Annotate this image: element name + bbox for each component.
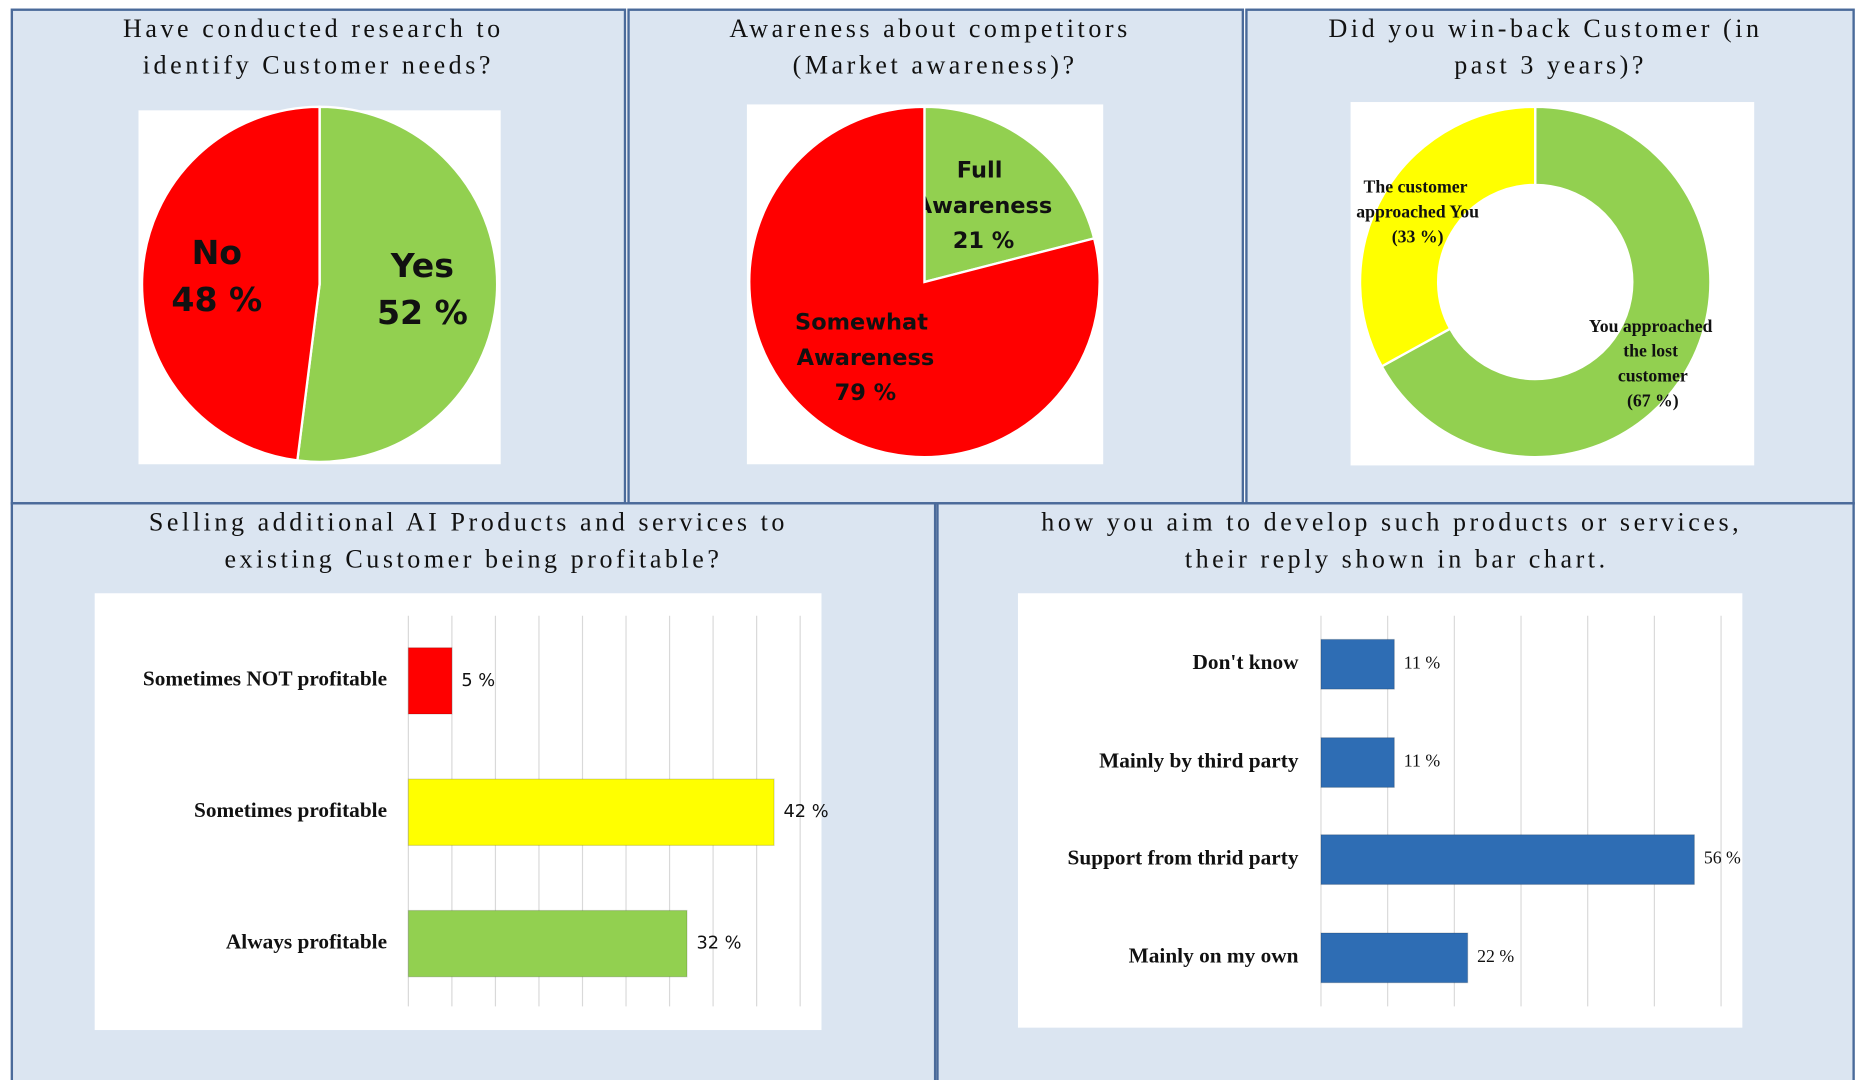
slice	[140, 105, 321, 462]
category-label: Sometimes profitable	[194, 798, 387, 822]
value-label: 11 %	[1404, 652, 1441, 672]
bar	[1320, 638, 1395, 690]
slice-label: You approached the lost customer	[1589, 316, 1717, 386]
slice-value-label: 52 %	[377, 293, 468, 332]
slice-value-label: (67 %)	[1627, 390, 1679, 410]
value-label: 5 %	[461, 671, 495, 691]
slice	[748, 105, 1101, 459]
chart-title: Did you win-back Customer (in past 3 yea…	[1329, 14, 1773, 80]
value-label: 11 %	[1404, 751, 1441, 771]
slice	[923, 105, 1096, 284]
slice-label: Full Awareness	[915, 157, 1053, 219]
bar	[1320, 737, 1395, 788]
slice-value-label: 79 %	[835, 380, 897, 406]
category-label: Mainly on my own	[1129, 944, 1299, 968]
slice-label: Somewhat Awareness	[795, 309, 936, 371]
category-label: Always profitable	[226, 930, 387, 954]
slice-label: Yes	[390, 246, 454, 285]
category-label: Mainly by third party	[1099, 748, 1299, 772]
value-label: 56 %	[1704, 848, 1741, 868]
category-label: Don't know	[1193, 650, 1300, 674]
slice-value-label: 48 %	[171, 280, 262, 319]
slice-label: No	[192, 233, 242, 272]
slice-label: The customer approached You	[1356, 177, 1479, 222]
slice	[296, 105, 499, 464]
value-label: 22 %	[1477, 946, 1514, 966]
value-label: 42 %	[784, 802, 829, 822]
bar	[407, 909, 688, 978]
value-label: 32 %	[696, 934, 741, 954]
bar	[407, 778, 775, 846]
bar	[1320, 834, 1695, 886]
slice-value-label: 21 %	[953, 228, 1015, 254]
bar	[1320, 932, 1469, 984]
chart-title: Have conducted research to identify Cust…	[123, 14, 514, 80]
slice	[1358, 105, 1537, 368]
category-label: Support from thrid party	[1068, 845, 1299, 869]
slice-value-label: (33 %)	[1392, 227, 1444, 247]
chart-title: Selling additional AI Products and servi…	[149, 508, 798, 574]
chart-title: Awareness about competitors (Market awar…	[729, 14, 1141, 80]
category-label: Sometimes NOT profitable	[143, 667, 387, 691]
bar	[407, 647, 453, 715]
chart-title: how you aim to develop such products or …	[1041, 508, 1752, 574]
slice	[1380, 105, 1712, 459]
